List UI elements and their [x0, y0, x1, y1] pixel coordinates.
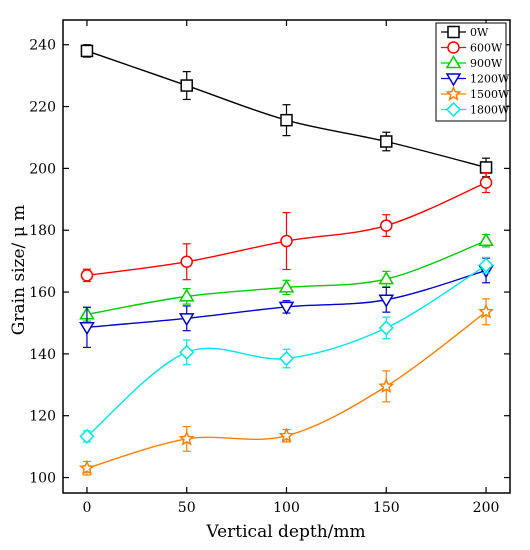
- legend-box: [435, 22, 507, 122]
- y-tick-label: 120: [29, 409, 56, 425]
- y-tick-label: 240: [29, 38, 56, 54]
- legend-label: 0W: [470, 26, 489, 39]
- data-point: [80, 44, 94, 58]
- legend-label: 1200W: [470, 73, 510, 86]
- data-point: [280, 234, 293, 248]
- data-point: [278, 279, 295, 293]
- series-1800W: [79, 256, 494, 444]
- legend-item: 1200W: [441, 73, 510, 87]
- legend-marker: [445, 85, 462, 101]
- y-tick-label: 160: [29, 285, 56, 301]
- legend-item: 0W: [441, 25, 489, 39]
- legend-item: 1800W: [441, 101, 510, 118]
- data-point: [178, 288, 195, 302]
- x-tick-label: 0: [82, 500, 91, 516]
- y-tick-label: 140: [29, 347, 56, 363]
- data-point: [378, 377, 395, 394]
- data-point: [378, 320, 394, 336]
- series-0W: [80, 44, 493, 178]
- data-point: [178, 430, 195, 446]
- series-900W: [79, 232, 494, 322]
- legend: 0W 600W 900W 1200W 1500W 1800W: [435, 22, 510, 122]
- data-point: [180, 79, 193, 92]
- data-point: [278, 427, 295, 443]
- legend-marker: [447, 41, 460, 54]
- x-tick-label: 200: [473, 500, 500, 516]
- data-point: [378, 294, 395, 308]
- series-600W: [80, 172, 493, 283]
- legend-marker: [447, 25, 460, 39]
- y-tick-label: 100: [29, 471, 56, 487]
- data-point: [380, 135, 393, 148]
- x-tick-label: 150: [373, 500, 400, 516]
- data-point: [478, 257, 494, 273]
- legend-marker: [445, 55, 462, 69]
- legend-label: 900W: [470, 57, 503, 70]
- data-point: [380, 219, 393, 232]
- data-point: [478, 232, 494, 246]
- legend-label: 600W: [470, 42, 503, 55]
- y-tick-label: 180: [29, 223, 56, 239]
- x-tick-label: 50: [178, 500, 196, 516]
- x-tick-label: 100: [273, 500, 300, 516]
- data-point: [378, 271, 395, 285]
- data-point: [479, 161, 493, 174]
- data-point: [178, 313, 195, 327]
- data-point: [78, 459, 95, 476]
- series-line: [86, 269, 487, 328]
- data-point: [278, 301, 295, 315]
- x-axis-title: Vertical depth/mm: [205, 522, 365, 542]
- series-1200W: [79, 257, 494, 348]
- legend-item: 600W: [441, 41, 503, 55]
- data-point: [280, 113, 293, 127]
- legend-item: 1500W: [441, 85, 510, 101]
- y-tick-label: 200: [29, 161, 56, 177]
- legend-label: 1800W: [470, 104, 510, 117]
- legend-marker: [445, 73, 462, 87]
- y-axis-title: Grain size/ μ m: [9, 205, 29, 336]
- data-point: [478, 303, 495, 319]
- legend-item: 900W: [441, 55, 503, 70]
- plot-area: 0 50 100 150 200 100 120 140 160 180 200 220 240: [29, 19, 511, 516]
- legend-marker: [445, 101, 462, 118]
- data-point: [479, 176, 493, 189]
- data-point: [80, 269, 94, 282]
- series-1500W: [78, 298, 495, 476]
- legend-label: 1500W: [470, 88, 510, 101]
- data-point: [79, 322, 95, 336]
- data-point: [278, 350, 295, 367]
- y-tick-label: 220: [29, 100, 56, 116]
- data-point: [79, 428, 95, 444]
- data-point: [179, 344, 195, 360]
- data-point: [180, 255, 193, 269]
- series-line: [86, 311, 487, 469]
